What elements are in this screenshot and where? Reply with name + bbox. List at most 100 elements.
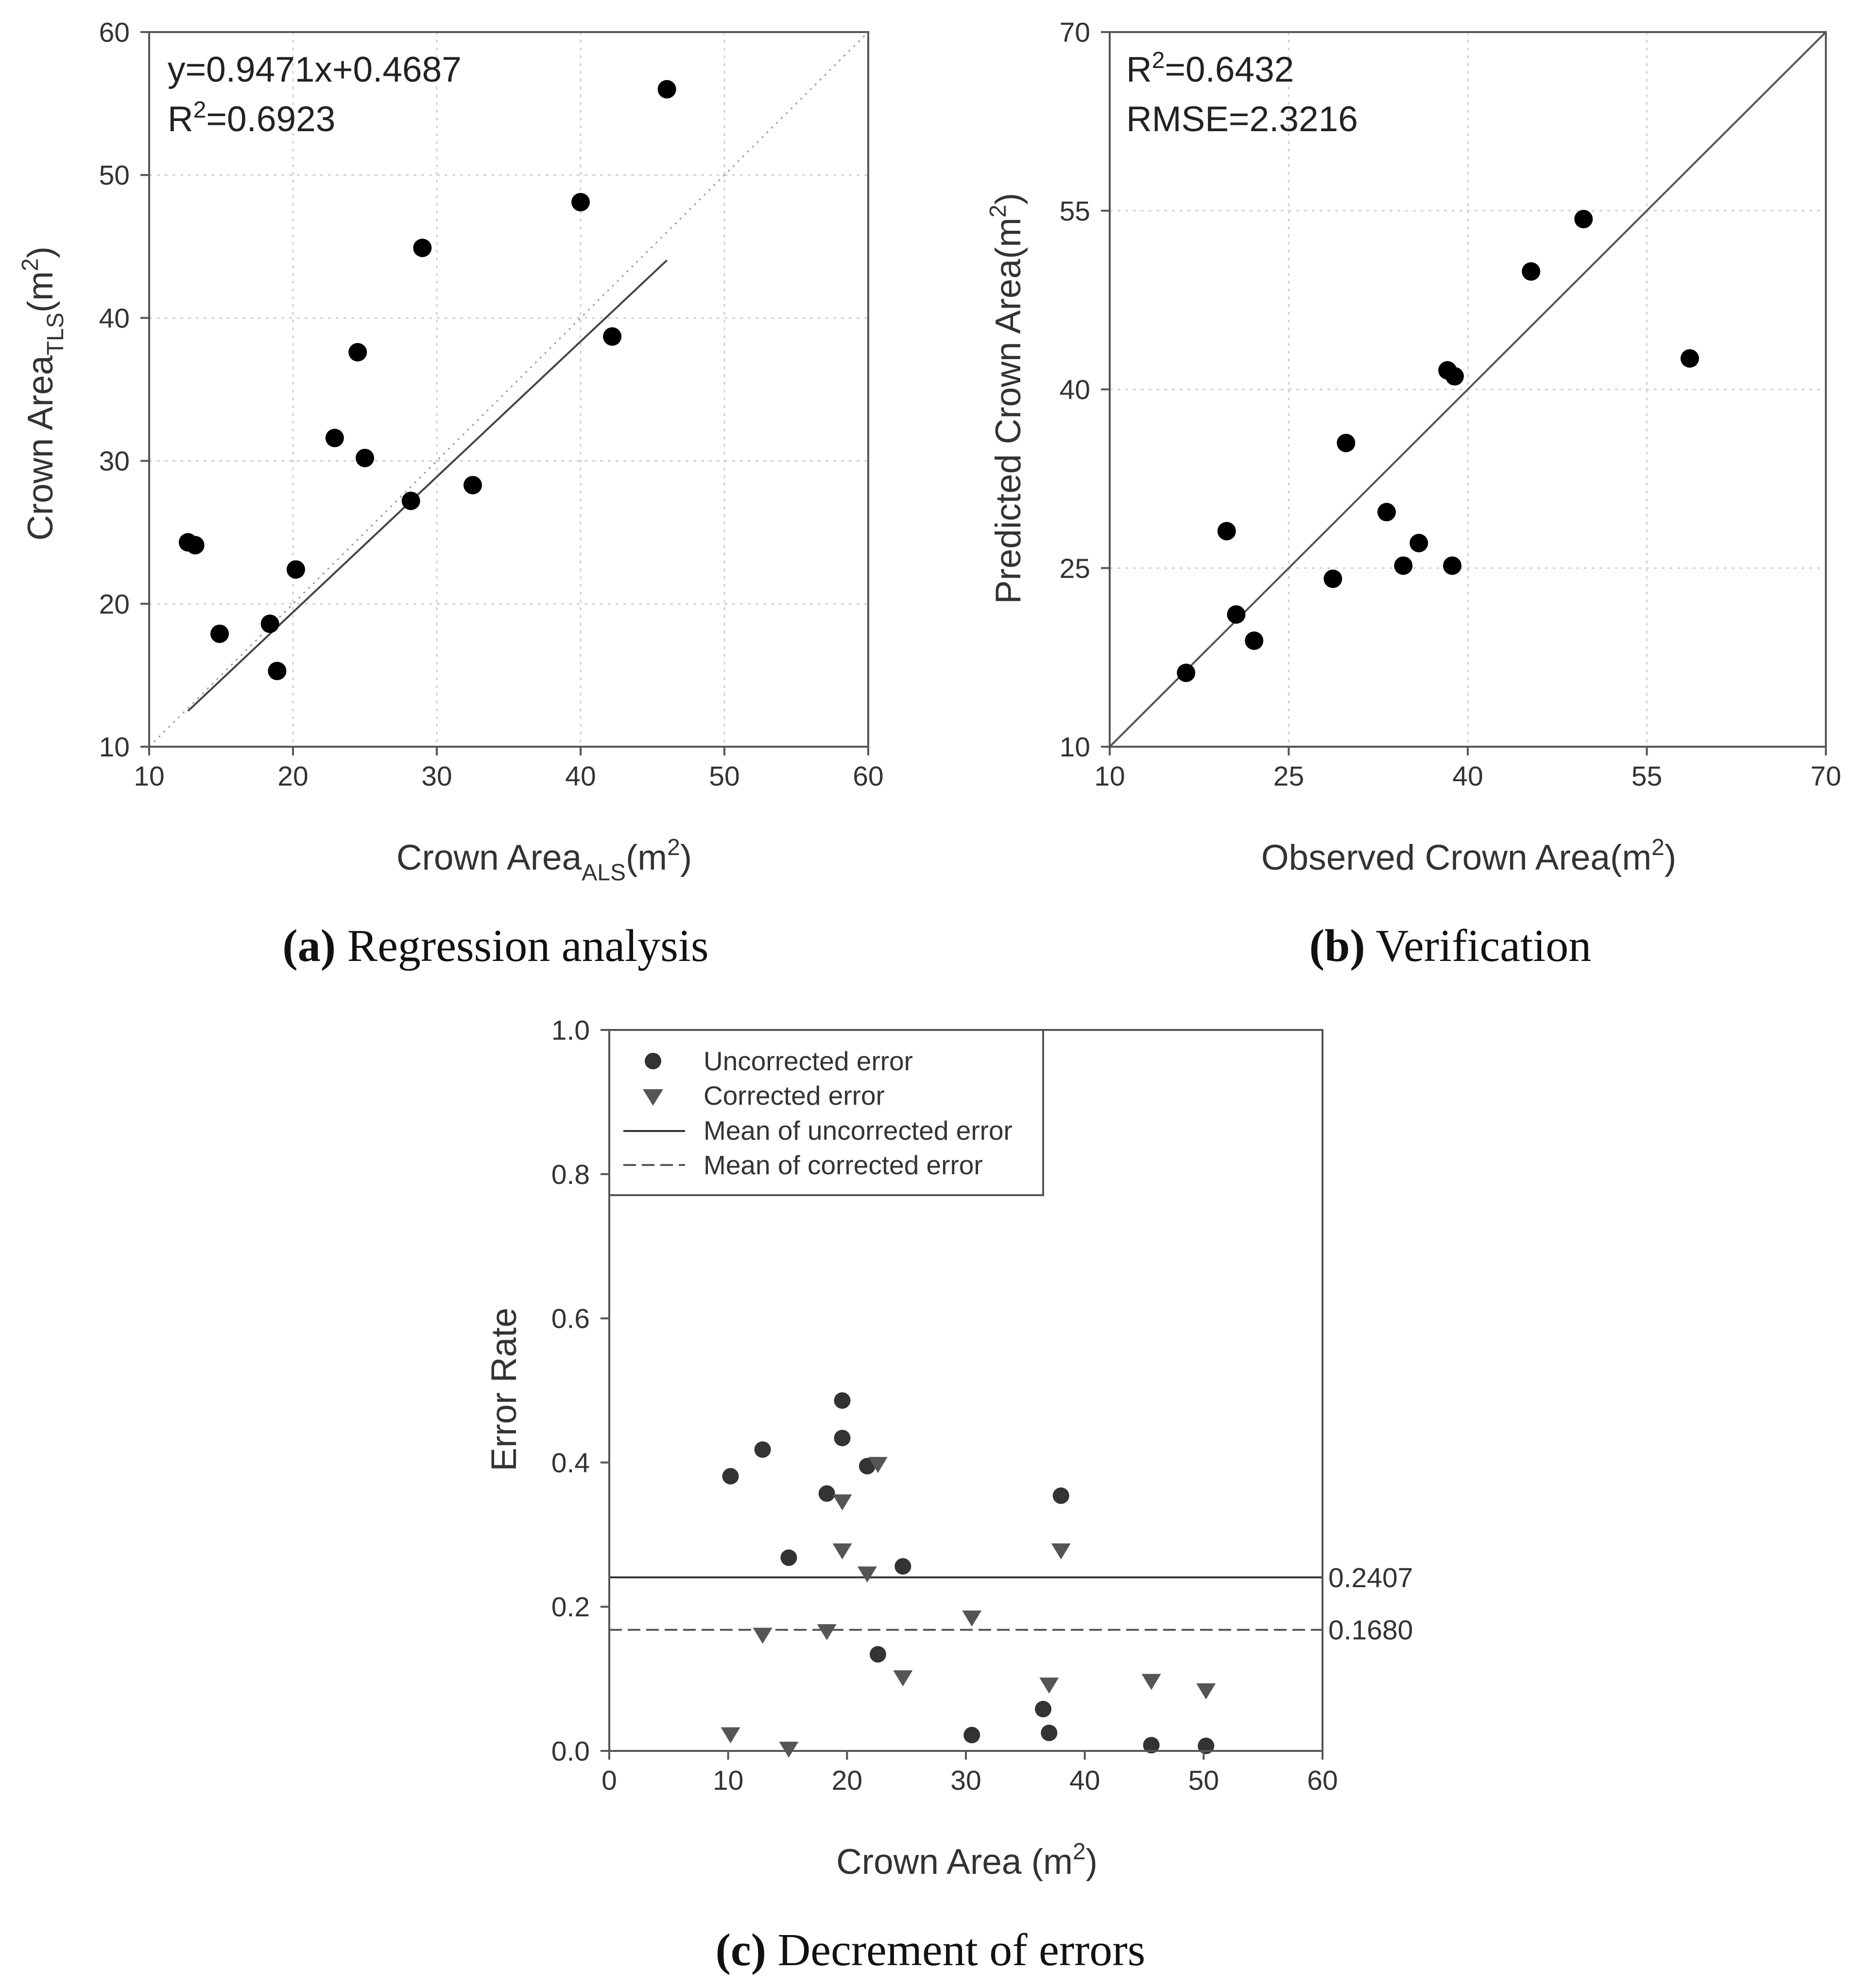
panel-c-uncorrected-point-8 <box>894 1558 911 1575</box>
panel-a-point-3 <box>260 614 279 633</box>
panel-c-caption-text: Decrement of errors <box>766 1925 1145 1975</box>
panel-b-caption: (b) Verification <box>1309 921 1591 971</box>
panel-c-corrected-point-2 <box>779 1742 799 1758</box>
panel-b-xlabel-sup: 2 <box>1651 835 1665 860</box>
panel-a-caption-letter: (a) <box>282 921 336 971</box>
a-ytick-label-1: 20 <box>99 589 130 620</box>
panel-c-corrected-point-4 <box>832 1494 852 1511</box>
panel-c-corrected-point-7 <box>868 1457 888 1473</box>
panel-c-uncorrected-point-2 <box>780 1549 797 1566</box>
panel-a-ylabel-sup: 2 <box>17 258 43 272</box>
panel-b-r-squared: R2=0.6432 <box>1126 48 1294 89</box>
legend-box <box>608 1029 1044 1196</box>
panel-c-corrected-point-9 <box>962 1610 982 1627</box>
b-ytick-label-4: 70 <box>1060 17 1090 48</box>
panel-b-points <box>1177 209 1699 682</box>
panel-c-caption-letter: (c) <box>716 1925 766 1975</box>
panel-a-r-squared-sup: 2 <box>193 97 206 123</box>
panel-a-xlabel-main: Crown Area <box>396 838 582 877</box>
legend-corrected-marker <box>643 1089 663 1106</box>
panel-b-point-7 <box>1394 556 1413 575</box>
a-ytick-label-5: 60 <box>99 17 130 48</box>
b-xtick-label-2: 40 <box>1452 761 1483 792</box>
panel-c-caption: (c) Decrement of errors <box>716 1925 1146 1975</box>
panel-c-corrected-point-3 <box>817 1624 837 1641</box>
panel-b-caption-letter: (b) <box>1309 921 1365 971</box>
c-xtick-label-2: 20 <box>832 1765 862 1796</box>
panel-b-ylabel-close: ) <box>989 193 1028 205</box>
panel-c-uncorrected-point-7 <box>869 1646 886 1663</box>
c-xtick-label-1: 10 <box>713 1765 743 1796</box>
c-xtick-label-3: 30 <box>950 1765 981 1796</box>
panel-b-point-8 <box>1409 533 1428 552</box>
panel-a-point-8 <box>356 448 374 467</box>
c-ytick-label-3: 0.6 <box>551 1303 590 1335</box>
panel-a-ticks: 10 20 30 40 50 60 10 20 30 40 50 60 <box>99 17 884 792</box>
panel-b-ylabel: Predicted Crown Area(m2) <box>985 193 1028 604</box>
panel-a-points <box>178 80 676 681</box>
a-ytick-label-2: 30 <box>99 446 130 477</box>
panel-a-point-9 <box>401 491 420 510</box>
panel-b-point-4 <box>1323 569 1342 588</box>
panel-c-uncorrected-point-0 <box>722 1468 739 1485</box>
c-xtick-label-6: 60 <box>1307 1765 1338 1796</box>
panel-a-point-12 <box>571 193 590 212</box>
panel-c-mean-lines <box>609 1576 1323 1631</box>
panel-c-corrected-point-12 <box>1141 1674 1161 1690</box>
a-xtick-label-3: 40 <box>565 761 596 792</box>
panel-a-gridlines <box>149 32 868 747</box>
c-ytick-label-4: 0.8 <box>551 1159 590 1190</box>
panel-b-point-2 <box>1227 605 1246 624</box>
panel-c-xlabel: Crown Area (m2) <box>836 1839 1098 1882</box>
b-xtick-label-4: 70 <box>1810 761 1841 792</box>
c-xtick-label-0: 0 <box>601 1765 617 1796</box>
panel-a-xlabel: Crown AreaALS(m2) <box>396 835 692 886</box>
panel-b-r-squared-r: R <box>1126 50 1152 89</box>
panel-c-uncorrected-point-11 <box>1041 1724 1058 1741</box>
panel-c-uncorrected-point-9 <box>963 1727 980 1744</box>
panel-b-point-3 <box>1245 631 1264 650</box>
panel-b-ylabel-sup: 2 <box>985 205 1011 218</box>
panel-a-point-6 <box>325 428 344 447</box>
panel-c-corrected-point-0 <box>721 1727 740 1744</box>
panel-b-r-squared-sup: 2 <box>1152 48 1165 73</box>
legend-corrected-label: Corrected error <box>704 1080 885 1111</box>
panel-b-point-12 <box>1522 262 1541 281</box>
panel-c-mean-labels: 0.2407 0.1680 <box>1328 1562 1413 1646</box>
panel-a-regression-line <box>187 259 668 712</box>
panel-b-xlabel-close: ) <box>1665 838 1676 877</box>
panel-c-mean-value-corrected: 0.1680 <box>1328 1615 1413 1646</box>
panel-a-reference-line <box>148 31 869 748</box>
b-ytick-label-1: 25 <box>1060 553 1090 584</box>
panel-a-r-squared-value: =0.6923 <box>206 100 335 139</box>
panel-b-point-1 <box>1217 522 1236 541</box>
panel-c-uncorrected-point-12 <box>1052 1487 1069 1504</box>
panel-a-point-13 <box>603 327 622 346</box>
panel-c-ticks: 0 10 20 30 40 50 60 0.0 0.2 0.4 0.6 0.8 1.0 <box>551 1015 1338 1796</box>
panel-c-errors: 0 10 20 30 40 50 600.00.20.40.60.81.0 0.24070.… <box>484 1015 1413 1975</box>
panel-c-corrected-point-10 <box>1039 1677 1059 1694</box>
panel-c-uncorrected-point-13 <box>1143 1737 1160 1754</box>
panel-b-xlabel-unit: (m <box>1610 838 1651 877</box>
panel-c-xlabel-main: Crown Area <box>836 1842 1031 1882</box>
a-xtick-label-0: 10 <box>134 761 164 792</box>
panel-c-corrected-point-1 <box>753 1628 773 1644</box>
c-xtick-label-5: 50 <box>1188 1765 1219 1796</box>
a-ytick-label-0: 10 <box>99 732 130 763</box>
panel-a-r-squared-r: R <box>168 100 193 139</box>
c-ytick-label-1: 0.2 <box>551 1592 590 1623</box>
panel-b-ylabel-main: Predicted Crown Area <box>989 259 1028 604</box>
panel-c-ylabel: Error Rate <box>484 1308 524 1472</box>
a-ytick-label-4: 50 <box>99 160 130 191</box>
c-ytick-label-0: 0.0 <box>551 1736 590 1767</box>
b-ytick-label-2: 40 <box>1060 375 1090 406</box>
panel-a-xlabel-sup: 2 <box>667 835 680 860</box>
panel-a-ylabel-main: Crown Area <box>21 355 60 541</box>
panel-c-uncorrected-point-5 <box>834 1429 851 1446</box>
panel-a-point-2 <box>210 624 229 643</box>
panel-a-one-to-one-line <box>148 31 869 748</box>
panel-a-point-1 <box>186 536 205 555</box>
panel-b-xlabel-main: Observed Crown Area <box>1261 838 1611 877</box>
